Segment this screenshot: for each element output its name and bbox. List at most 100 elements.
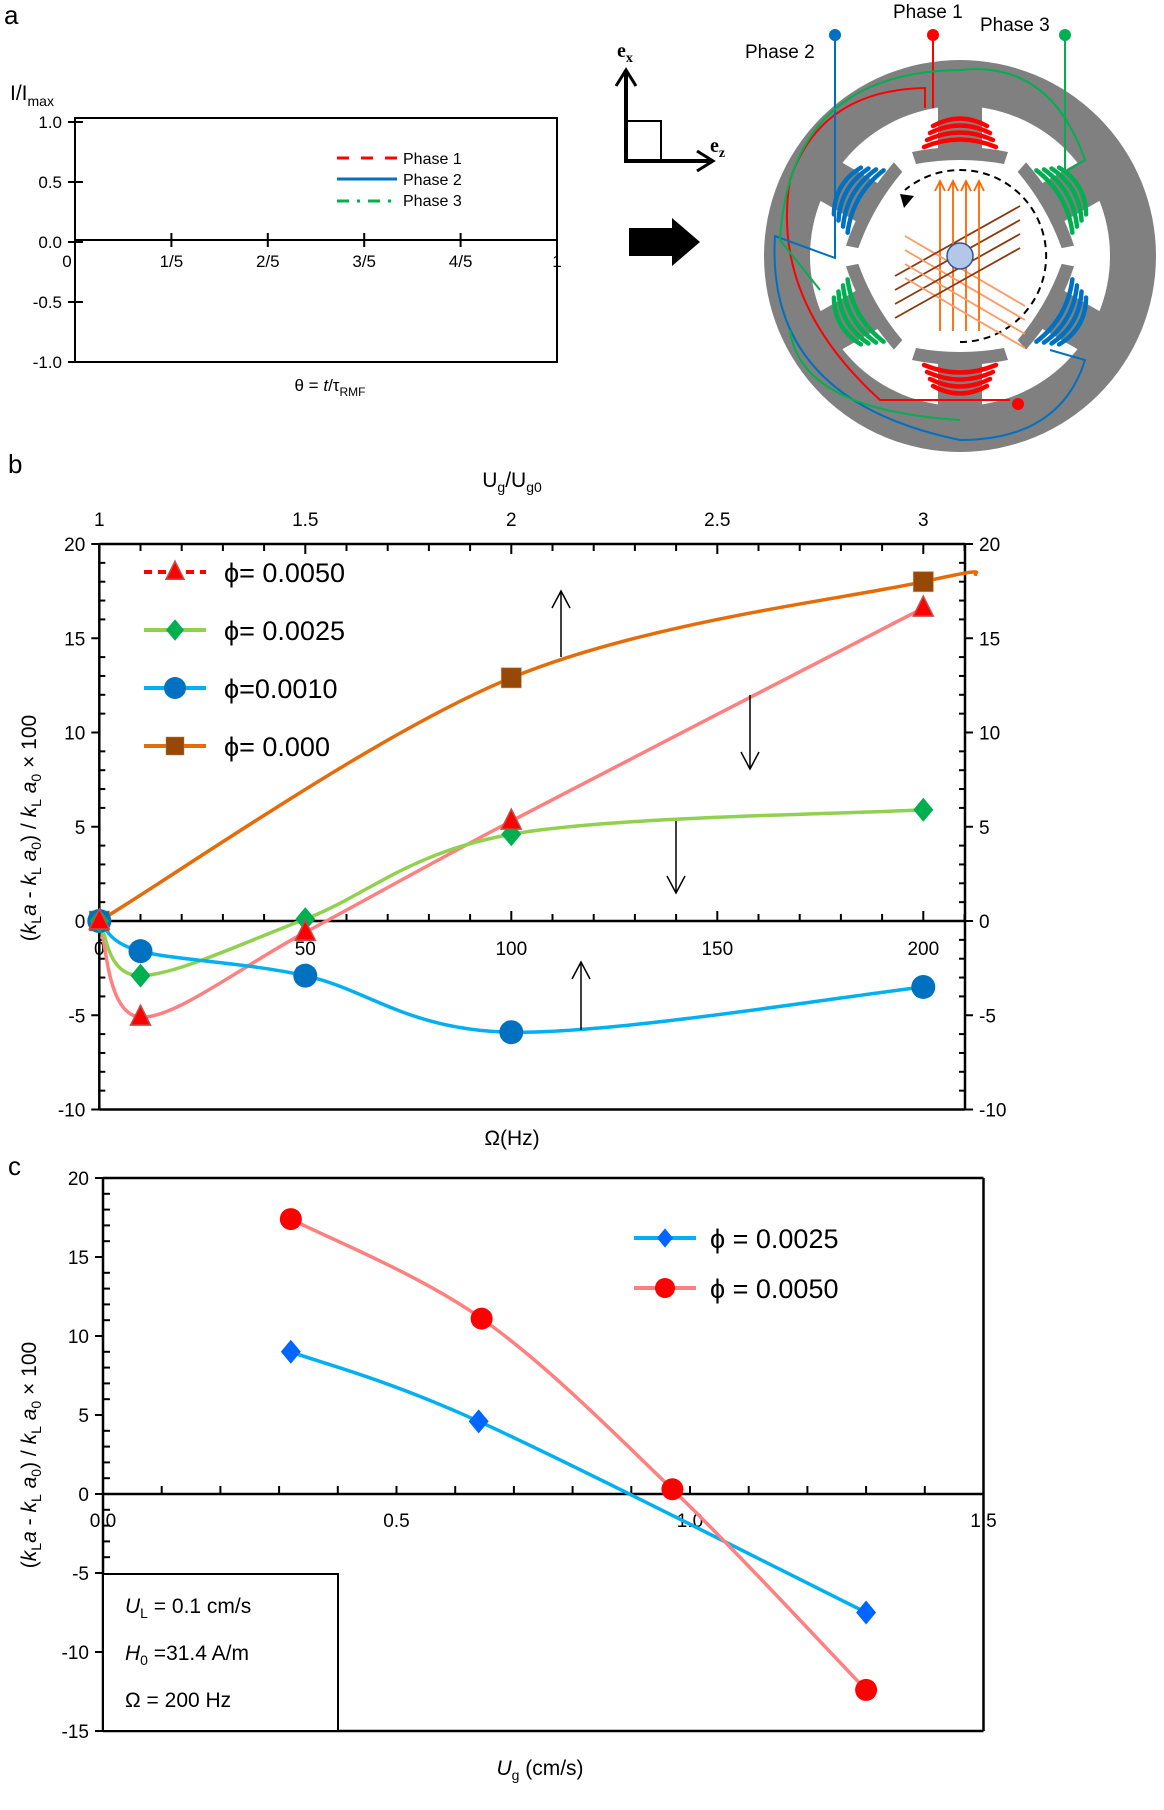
ylabel-part: k — [18, 1432, 41, 1444]
legend-label-phase-3: Phase 3 — [403, 193, 462, 210]
phase-2-label: Phase 2 — [745, 42, 815, 63]
pole-shoe — [845, 162, 903, 249]
x-tick-label: 0.0 — [90, 1511, 116, 1532]
coil-winding — [845, 168, 886, 235]
ylabel-part: ) / — [18, 817, 41, 842]
data-point — [913, 797, 934, 822]
right-y-tick-label: -5 — [979, 1006, 996, 1027]
x-tick-label: 1.5 — [970, 1511, 996, 1532]
x-tick-label: 0 — [94, 939, 105, 960]
ylabel-part: L — [28, 1494, 44, 1502]
legend-marker — [165, 736, 185, 756]
data-point — [88, 907, 111, 930]
stator-pole — [1017, 263, 1110, 356]
y-tick-label: 5 — [78, 1406, 89, 1427]
legend-marker — [655, 1278, 675, 1298]
ylabel-part: a — [18, 782, 41, 794]
condition-symbol: Ω — [125, 1689, 141, 1712]
coil-winding — [845, 277, 886, 344]
right-y-tick-label: -10 — [979, 1101, 1006, 1122]
coil-winding — [840, 167, 879, 229]
x-tick-label: 1/5 — [160, 252, 184, 271]
coil-winding — [1041, 167, 1080, 229]
chart-b-ylabel: (kLa - kL a0) / kL a0 × 100 — [18, 715, 44, 941]
phase-3-wire — [778, 35, 1087, 421]
x-tick-label: 0 — [62, 252, 71, 271]
data-point — [911, 974, 936, 999]
rotation-arrow-icon — [900, 194, 914, 208]
conditions-box: UL = 0.1 cm/s H0 =31.4 A/m Ω = 200 Hz — [102, 1573, 339, 1732]
y-tick-label: 10 — [64, 724, 85, 745]
legend-label-phase-2: Phase 2 — [403, 172, 462, 189]
stator-diagram: ex ez Phase 1 Phase 2 Phase 3 — [614, 2, 1156, 452]
data-point — [912, 594, 935, 617]
ylabel-part: a — [18, 904, 41, 916]
arrow-down-icon — [740, 695, 760, 771]
top-x-tick-label: 1.5 — [292, 510, 318, 531]
coil-winding — [924, 130, 996, 143]
pole-shoe — [1017, 263, 1075, 350]
field-line — [904, 249, 1026, 321]
coil-winding — [930, 383, 990, 396]
chart-a-legend: Phase 1 Phase 2 Phase 3 — [337, 151, 462, 210]
data-point — [856, 1600, 877, 1625]
right-y-tick-label: 10 — [979, 724, 1000, 745]
y-tick-label: -0.5 — [33, 293, 62, 312]
stator-pole — [912, 96, 1008, 164]
coil-winding — [927, 376, 993, 389]
ylabel-part: - — [18, 886, 41, 905]
chart-b: Ug/Ug0 Ω(Hz) (kLa - kL a0) / kL a0 × 100… — [18, 469, 1006, 1150]
condition-text: H0 =31.4 A/m — [125, 1642, 249, 1668]
y-tick-label: -10 — [58, 1101, 85, 1122]
ylabel-part: L — [28, 799, 44, 807]
chart-b-legend: ϕ= 0.0050 ϕ= 0.0025 ϕ=0.0010 ϕ= 0.000 — [144, 558, 345, 762]
phase-1-terminal — [927, 29, 939, 41]
ylabel-part: × 100 — [18, 715, 41, 774]
ylabel-part: k — [18, 1501, 41, 1513]
ylabel-part: 0 — [28, 774, 44, 782]
condition-value: =31.4 A/m — [148, 1642, 249, 1665]
data-point — [294, 918, 317, 942]
legend-label: ϕ = 0.0025 — [710, 1224, 838, 1254]
condition-text: UL = 0.1 cm/s — [125, 1595, 251, 1621]
ylabel-part: k — [18, 874, 41, 886]
top-x-tick-label: 2 — [506, 510, 517, 531]
phase-3-terminal — [1059, 29, 1071, 41]
data-point — [129, 1003, 152, 1026]
y-tick-label: -10 — [62, 1643, 89, 1664]
ylabel-part: ) / — [18, 1444, 41, 1469]
coil-winding — [921, 137, 999, 150]
legend-label: ϕ= 0.000 — [224, 732, 330, 762]
ylabel-part: L — [28, 1543, 44, 1551]
data-point — [500, 667, 522, 689]
y-tick-label: 20 — [68, 1169, 89, 1190]
coil-winding — [1056, 165, 1089, 217]
bubble — [946, 242, 974, 270]
right-arrow-icon — [629, 218, 700, 266]
y-tick-label: -5 — [68, 1006, 85, 1027]
x-tick-label: 100 — [495, 939, 527, 960]
coil-winding — [1056, 295, 1089, 347]
axis-ez-label: ez — [710, 135, 725, 161]
data-point — [499, 1020, 524, 1045]
chart-c-ylabel: (kLa - kL a0) / kL a0 × 100 — [18, 1342, 44, 1568]
condition-symbol: U — [125, 1595, 141, 1618]
ylabel-part: a — [18, 850, 41, 862]
chart-b-top-xlabel: Ug/Ug0 — [482, 469, 542, 495]
phase-1-label: Phase 1 — [893, 2, 963, 23]
y-tick-label: 15 — [68, 1248, 89, 1269]
field-line — [973, 178, 985, 331]
ylabel-part: 0 — [28, 1469, 44, 1477]
pole-shoe — [1017, 162, 1075, 249]
data-point — [130, 963, 151, 988]
coil-winding — [927, 123, 993, 136]
coil-winding — [930, 116, 990, 129]
y-tick-label: 0 — [75, 912, 86, 933]
phase-2-wire — [773, 35, 1087, 442]
arrow-down-icon — [666, 821, 686, 895]
legend-marker — [164, 559, 186, 580]
legend-label: ϕ= 0.0025 — [224, 616, 345, 646]
axis-ex-label: ex — [617, 40, 633, 66]
ylabel-part: L — [28, 1426, 44, 1434]
legend-marker — [164, 677, 186, 699]
